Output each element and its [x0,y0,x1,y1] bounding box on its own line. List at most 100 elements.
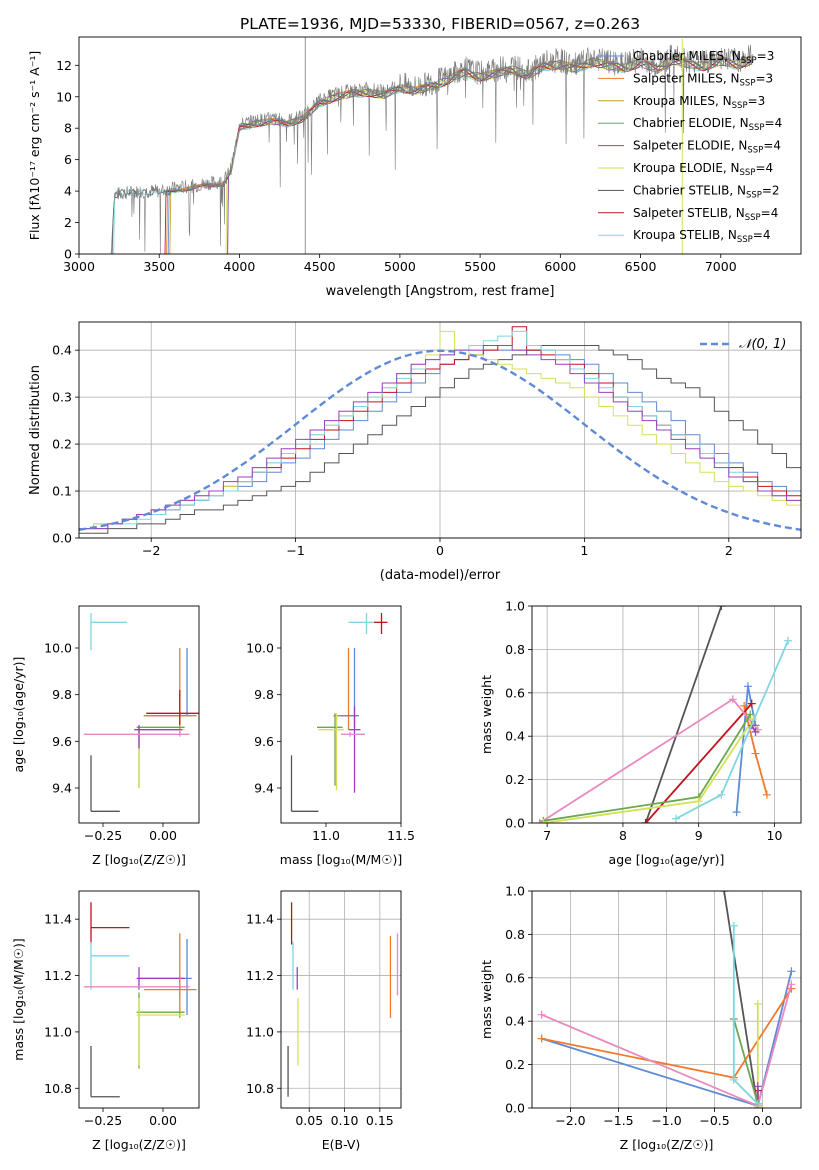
y-tick-label: 9.4 [254,781,274,796]
weight_vs_age-lines [535,606,793,823]
y-tick-label: 0.6 [505,685,525,700]
legend-entry: Kroupa MILES, NSSP=3 [633,94,765,111]
y-tick-label: 4 [64,184,72,199]
y-tick-label: 0 [64,247,72,262]
weight-point-marker [641,819,650,823]
spectrum-lines [110,37,754,254]
mass_vs_ebv-axes: 0.05 0.10 0.15 10.8 11.0 11.2 11.4 [246,891,401,1128]
x-tick-label: −1 [286,543,304,558]
spectrum-legend: Chabrier MILES, NSSP=3 Salpeter MILES, NS… [598,49,782,245]
weight-point-marker [743,682,752,691]
x-tick-label: 0 [436,543,444,558]
residuals-frame [78,321,802,539]
weight-point-marker [717,606,726,610]
mass_vs_ebv-xlabel: E(B-V) [322,1137,361,1152]
y-tick-label: 10.0 [246,641,274,656]
x-tick-label: 2 [725,543,733,558]
weight-point-marker [539,819,548,823]
y-tick-label: 0.1 [52,484,72,499]
legend-entry: Salpeter ELODIE, NSSP=4 [633,139,781,156]
y-tick-label: 9.6 [52,734,72,749]
age_vs_Z-ylabel: age [log₁₀(age/yr)] [11,657,26,773]
y-tick-label: 0.2 [505,1057,525,1072]
y-tick-label: 0.6 [505,970,525,985]
mass_vs_Z-ylabel: mass [log₁₀(M/M☉)] [11,938,26,1060]
weight-point-marker [729,1075,738,1084]
weight_vs_Z-axes: −2.0 −1.5 −1.0 −0.5 0.0 0.0 0.2 0.4 0.6 0.8 1.0 [505,884,801,1128]
x-tick-label: 3500 [143,259,175,274]
weight-point-marker [753,999,762,1008]
x-tick-label: 0.10 [331,1113,359,1128]
weight-point-marker [732,808,741,817]
x-tick-label: 4000 [224,259,256,274]
age_vs_mass-xlabel: mass [log₁₀(M/M☉)] [280,852,402,867]
x-tick-label: 10 [767,828,783,843]
legend-entry: Chabrier STELIB, NSSP=2 [633,183,780,200]
age_vs_Z-crosses [83,613,199,812]
x-tick-label: 4500 [304,259,336,274]
y-tick-label: 2 [64,215,72,230]
y-tick-label: 0.4 [52,343,72,358]
x-tick-label: −0.5 [699,1113,729,1128]
x-tick-label: 7000 [705,259,737,274]
y-tick-label: 11.0 [44,1024,72,1039]
legend-entry: 𝒩(0, 1) [739,337,786,352]
weight-point-marker [787,967,796,976]
y-tick-label: 0.2 [505,772,525,787]
y-tick-label: 10.8 [44,1081,72,1096]
x-tick-label: 5000 [384,259,416,274]
legend-entry: Salpeter MILES, NSSP=3 [633,71,773,88]
y-tick-label: 11.2 [44,968,72,983]
figure-title: PLATE=1936, MJD=53330, FIBERID=0567, z=0… [240,15,640,33]
x-tick-label: 9 [695,828,703,843]
legend-entry: Salpeter STELIB, NSSP=4 [633,206,778,223]
weight_vs_Z-frame [531,890,802,1109]
spectrum-ylabel: Flux [fλ10⁻¹⁷ erg cm⁻² s⁻¹ A⁻¹] [27,51,42,240]
x-tick-label: 5500 [464,259,496,274]
weight-point-marker [537,1010,546,1019]
age_vs_Z-axes: −0.25 0.00 9.4 9.6 9.8 10.0 [44,641,177,844]
weight-line [735,686,757,813]
weight-line [543,714,751,822]
weight-point-marker [717,790,726,799]
y-tick-label: 0.4 [505,1014,525,1029]
weight_vs_Z-xlabel: Z [log₁₀(Z/Z☉)] [620,1137,714,1152]
weight-point-marker [537,1034,546,1043]
model-spectrum-line [225,59,753,254]
x-tick-label: −0.25 [84,1113,122,1128]
weight-point-marker [740,701,749,710]
age_vs_mass-crosses [290,613,388,812]
legend-entry: Kroupa ELODIE, NSSP=4 [633,161,773,178]
spectrum-axes: 3000 3500 4000 4500 5000 5500 6000 6500 7000 0 2 4 6… [56,58,737,274]
weight_vs_Z-lines [537,891,796,1108]
histogram-step [79,344,801,530]
weight_vs_age-ylabel: mass weight [479,675,494,754]
age_vs_Z-frame [78,605,200,824]
legend-entry: Kroupa STELIB, NSSP=4 [633,228,771,245]
x-tick-label: 0.05 [295,1113,323,1128]
y-tick-label: 0.8 [505,642,525,657]
weight-line [675,640,789,820]
weight_vs_age-axes: 7 8 9 10 0.0 0.2 0.4 0.6 0.8 1.0 [505,599,801,843]
legend-entry: Chabrier MILES, NSSP=3 [633,49,774,66]
normal-curve [79,349,801,531]
y-tick-label: 0.0 [505,816,525,831]
weight-point-marker [753,1082,762,1091]
y-tick-label: 12 [56,58,72,73]
weight-point-marker [787,980,796,989]
x-tick-label: 0.00 [149,828,177,843]
y-tick-label: 0.3 [52,390,72,405]
mass_vs_Z-frame [78,890,200,1109]
weight-point-marker [751,727,760,736]
x-tick-label: −2.0 [555,1113,585,1128]
age_vs_Z-xlabel: Z [log₁₀(Z/Z☉)] [92,852,186,867]
mass_vs_Z-axes: −0.25 0.00 10.8 11.0 11.2 11.4 [44,912,177,1128]
y-tick-label: 10.8 [246,1081,274,1096]
weight-point-marker [671,814,680,823]
x-tick-label: 1 [580,543,588,558]
x-tick-label: 0.0 [753,1113,773,1128]
y-tick-label: 1.0 [505,599,525,614]
spectrum-frame [78,36,802,255]
spectrum-xlabel: wavelength [Angstrom, rest frame] [326,284,555,299]
